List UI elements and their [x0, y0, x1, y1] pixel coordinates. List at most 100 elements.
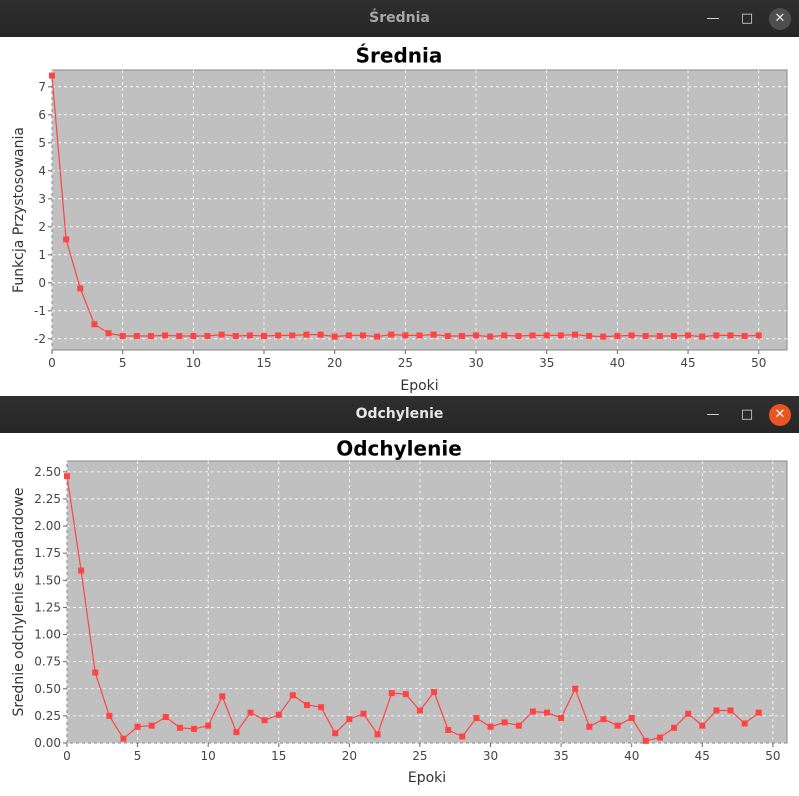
data-point — [261, 333, 268, 339]
data-point — [162, 713, 169, 720]
data-point — [247, 709, 254, 716]
data-point — [92, 669, 99, 676]
x-tick-label: 30 — [483, 749, 498, 763]
data-point — [204, 333, 211, 339]
data-point — [119, 333, 126, 339]
data-point — [614, 333, 621, 339]
title-bar[interactable]: Średnia — □ ✕ — [0, 0, 799, 37]
close-icon[interactable]: ✕ — [769, 404, 791, 426]
data-point — [544, 709, 550, 716]
y-tick-label: 1.75 — [34, 546, 61, 560]
data-point — [473, 332, 480, 339]
data-point — [727, 332, 734, 339]
data-point — [346, 716, 353, 723]
maximize-icon[interactable]: □ — [740, 11, 754, 26]
data-point — [275, 711, 282, 718]
data-point — [91, 321, 98, 328]
data-point — [303, 331, 310, 338]
data-point — [600, 716, 607, 723]
data-point — [600, 333, 607, 340]
x-tick-label: 20 — [342, 749, 357, 763]
data-point — [190, 333, 197, 339]
x-axis-label: Epoki — [408, 770, 446, 786]
data-point — [685, 332, 692, 339]
y-axis-label: Funkcja Przystosowania — [11, 127, 27, 293]
data-point — [360, 710, 367, 717]
data-point — [431, 689, 438, 696]
data-point — [332, 730, 339, 737]
data-point — [219, 693, 226, 700]
window-title: Odchylenie — [355, 406, 444, 422]
data-point — [64, 473, 70, 480]
x-tick-label: 50 — [765, 749, 780, 763]
data-point — [402, 332, 409, 339]
y-tick-label: 3 — [38, 192, 46, 206]
x-tick-label: 45 — [695, 749, 710, 763]
x-tick-label: 5 — [134, 749, 142, 763]
chart-panel: Odchylenie 0 5 10 15 20 25 30 35 40 45 50 0.00 0.25 0.… — [0, 433, 799, 796]
data-point — [586, 333, 593, 339]
odchylenie-chart: Odchylenie 0 5 10 15 20 25 30 35 40 45 50 0.00 0.25 0.… — [11, 437, 788, 786]
y-tick-label: 0.50 — [34, 682, 61, 696]
close-icon[interactable]: ✕ — [769, 8, 791, 30]
data-point — [120, 735, 127, 742]
data-point — [402, 691, 409, 698]
data-point — [487, 333, 494, 340]
data-point — [331, 333, 338, 340]
y-tick-label: 2.25 — [34, 492, 61, 506]
data-point — [63, 236, 70, 243]
y-axis-label: Srednie odchylenie standardowe — [11, 487, 27, 716]
y-tick-label: 6 — [38, 108, 46, 122]
data-point — [670, 333, 677, 339]
data-point — [699, 722, 706, 729]
x-tick-label: 15 — [271, 749, 286, 763]
data-point — [642, 333, 649, 339]
data-point — [515, 722, 522, 729]
data-point — [205, 722, 212, 729]
data-point — [501, 332, 508, 339]
data-point — [176, 724, 183, 731]
data-point — [246, 332, 253, 339]
data-point — [77, 285, 84, 292]
plot-area — [66, 460, 788, 744]
x-tick-label: 35 — [539, 356, 554, 370]
y-tick-label: 0.75 — [34, 655, 61, 669]
data-point — [304, 702, 310, 709]
data-point — [233, 729, 240, 736]
data-point — [289, 692, 296, 699]
x-tick-label: 20 — [327, 356, 342, 370]
x-tick-label: 10 — [201, 749, 216, 763]
data-point — [106, 712, 113, 719]
data-point — [459, 733, 466, 740]
data-point — [515, 333, 522, 339]
title-bar[interactable]: Odchylenie — □ ✕ — [0, 396, 799, 433]
y-tick-label: 1 — [38, 248, 46, 262]
chart-panel: Średnia 0 5 10 15 20 25 30 35 40 45 50 -2 -1 0 1 2 3 4 5 6 7 E… — [0, 37, 799, 396]
x-tick-label: 25 — [398, 356, 413, 370]
data-point — [543, 332, 550, 339]
y-tick-label: 1.50 — [34, 573, 61, 587]
data-point — [49, 72, 55, 79]
data-point — [359, 332, 366, 339]
data-point — [232, 333, 239, 339]
maximize-icon[interactable]: □ — [740, 407, 754, 422]
srednia-window: Średnia — □ ✕ Średnia 0 5 10 15 20 25 30 35 40 45 5… — [0, 0, 799, 396]
data-point — [176, 333, 183, 339]
data-point — [473, 715, 480, 722]
odchylenie-window: Odchylenie — □ ✕ Odchylenie 0 5 10 15 20 25 30 3… — [0, 396, 799, 796]
x-tick-label: 15 — [256, 356, 271, 370]
data-point — [557, 332, 564, 339]
data-point — [191, 725, 198, 732]
data-point — [162, 332, 169, 339]
data-point — [628, 332, 635, 339]
data-point — [671, 724, 678, 731]
data-point — [416, 707, 423, 714]
data-point — [317, 331, 324, 338]
minimize-icon[interactable]: — — [706, 11, 720, 26]
y-tick-label: 1.25 — [34, 600, 61, 614]
data-point — [558, 715, 565, 722]
minimize-icon[interactable]: — — [706, 407, 720, 422]
plot-area — [51, 69, 788, 351]
x-tick-label: 40 — [610, 356, 625, 370]
data-point — [444, 333, 451, 339]
